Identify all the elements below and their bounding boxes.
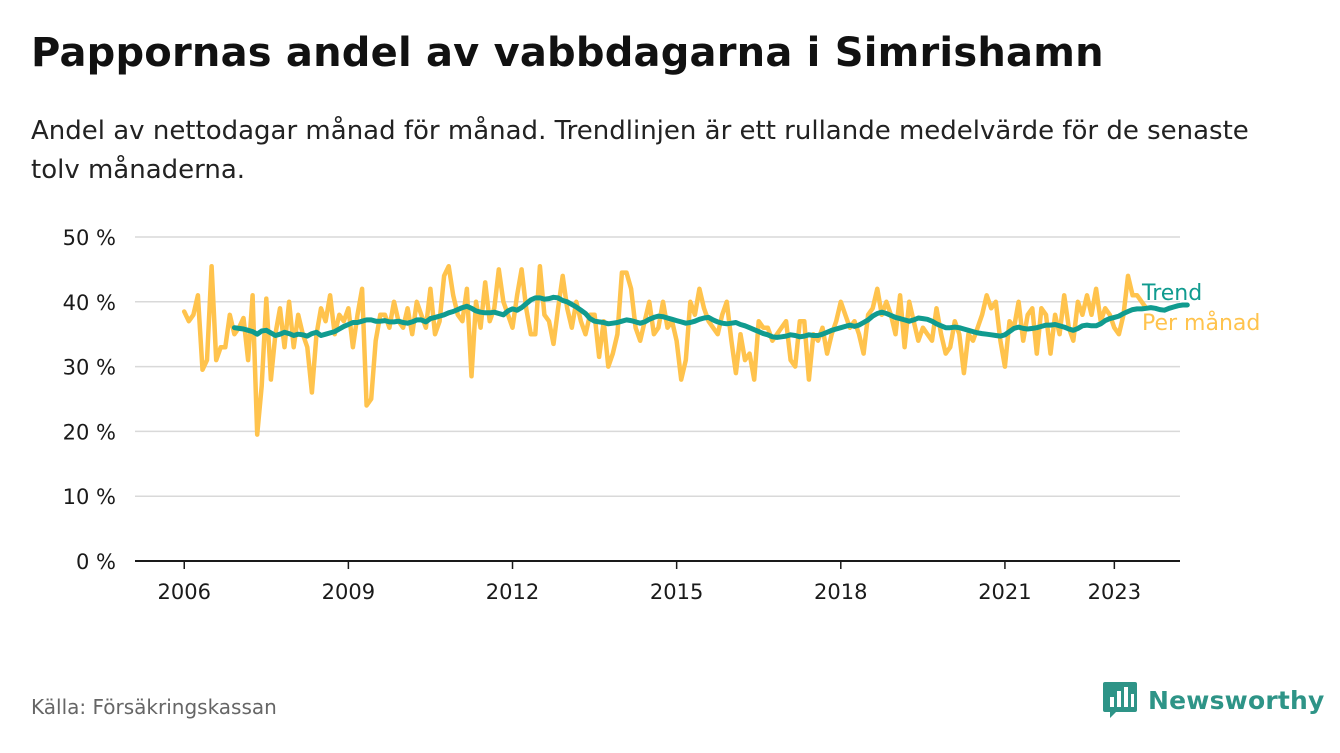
x-tick-label: 2012 [486,580,539,604]
y-tick-label: 40 % [63,291,116,315]
x-axis-tick-labels: 2006 2009 2012 2015 2018 2021 2023 [158,561,1141,604]
x-tick-label: 2023 [1088,580,1141,604]
x-tick-label: 2015 [650,580,703,604]
newsworthy-logo-icon [1103,682,1137,718]
chart-subtitle: Andel av nettodagar månad för månad. Tre… [31,116,1249,185]
series-label-per-manad: Per månad [1142,310,1260,336]
series-lines [181,263,1190,437]
brand-logo: Newsworthy [1102,680,1325,720]
series-label-trend: Trend [1141,281,1202,306]
y-tick-label: 10 % [63,485,116,509]
source-note: Källa: Försäkringskassan [31,695,277,719]
line-chart: 0 % 10 % 20 % 30 % 40 % 50 % 2006 2009 2012 2015… [63,226,1261,604]
y-tick-label: 0 % [76,550,116,574]
trend-series-line [231,294,1190,340]
x-tick-label: 2018 [814,580,867,604]
monthly-series-line [181,263,1149,437]
y-tick-label: 20 % [63,420,116,444]
brand-name: Newsworthy [1148,685,1325,715]
x-tick-label: 2006 [158,580,211,604]
y-tick-label: 50 % [63,226,116,250]
x-tick-label: 2009 [322,580,375,604]
chart-title: Pappornas andel av vabbdagarna i Simrish… [31,30,1104,76]
series-labels: Trend Per månad [1141,281,1260,336]
y-axis-tick-labels: 0 % 10 % 20 % 30 % 40 % 50 % [63,226,116,574]
gridlines [135,236,1180,562]
y-tick-label: 30 % [63,356,116,380]
x-tick-label: 2021 [978,580,1031,604]
